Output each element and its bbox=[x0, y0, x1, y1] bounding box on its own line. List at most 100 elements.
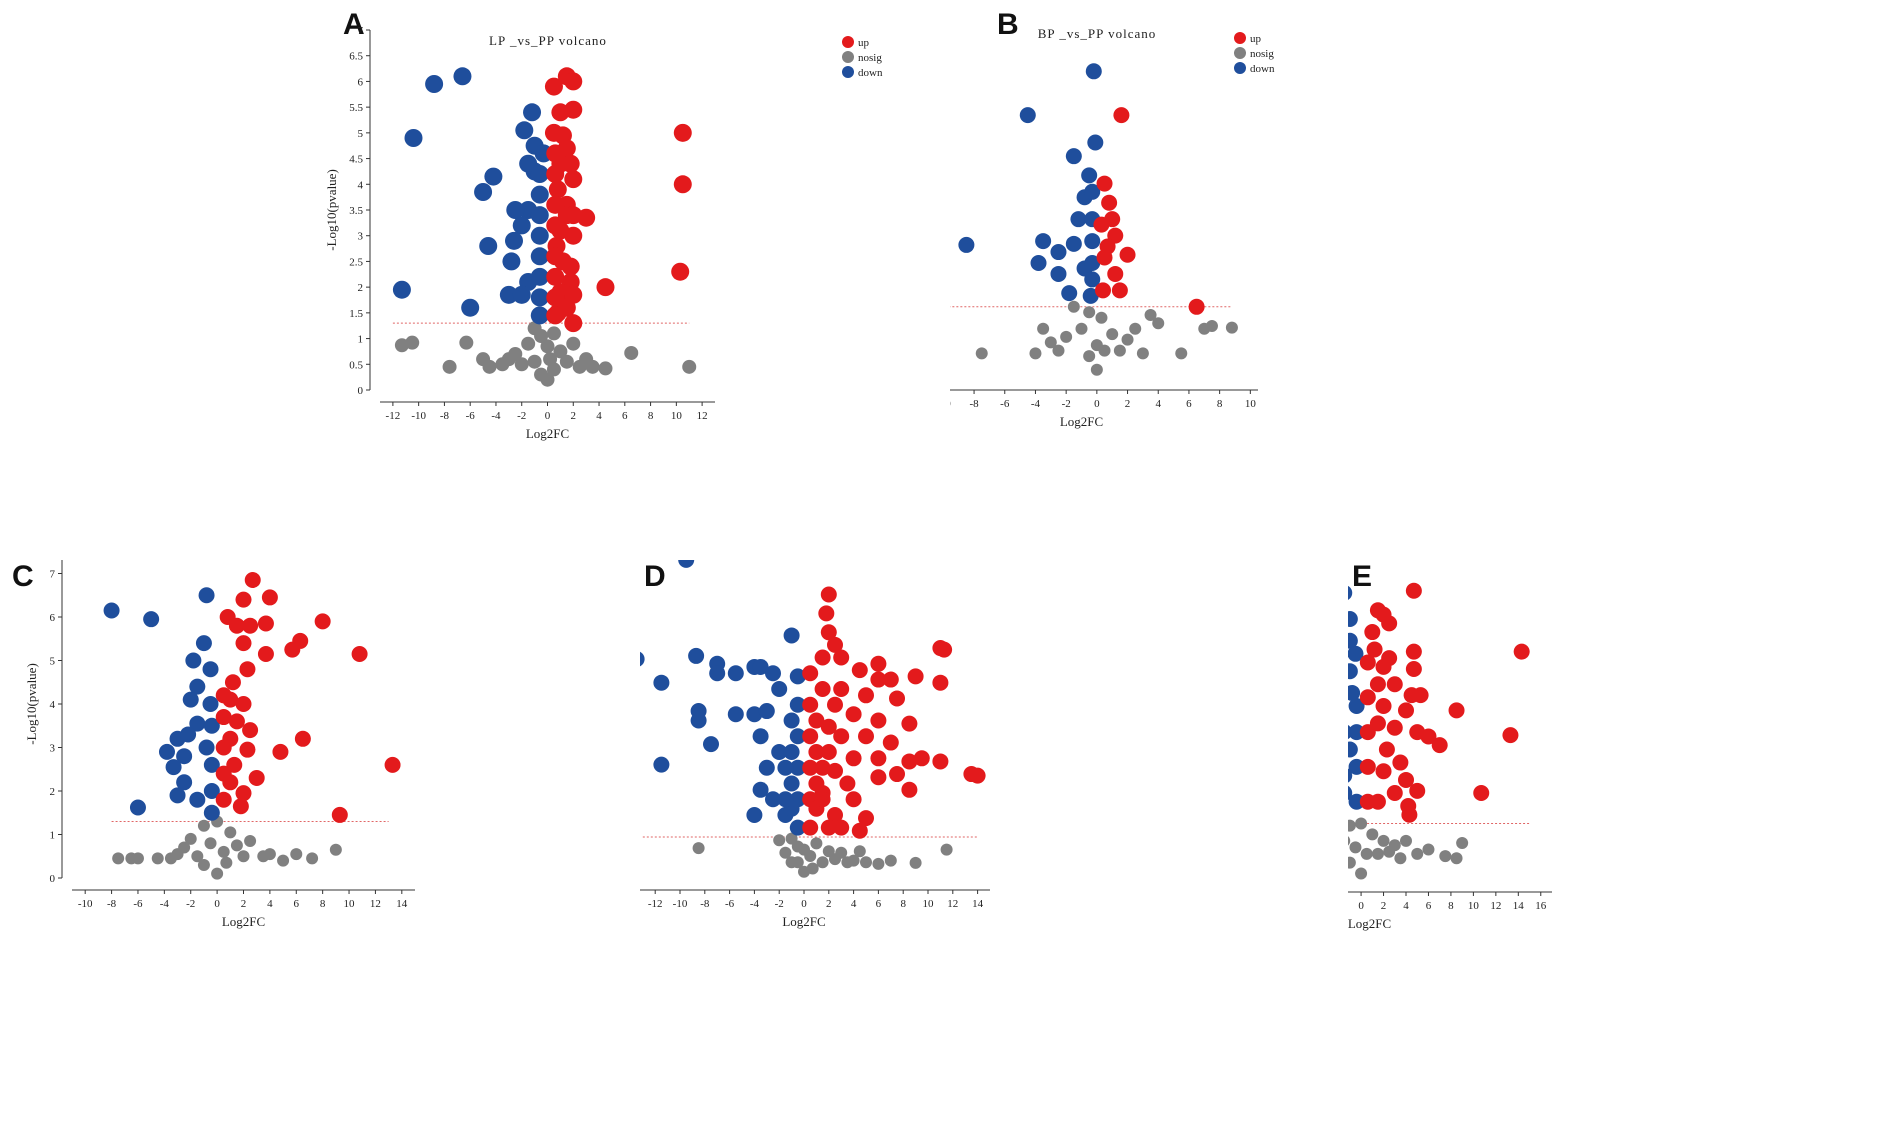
data-point-nosig bbox=[244, 835, 257, 848]
data-point-down bbox=[484, 167, 503, 186]
data-point-down bbox=[425, 75, 444, 93]
data-point-nosig bbox=[1121, 333, 1134, 346]
x-tick-label: -6 bbox=[133, 898, 143, 910]
data-point-up bbox=[546, 306, 565, 325]
data-point-up bbox=[261, 589, 278, 606]
x-tick-label: -4 bbox=[1031, 398, 1041, 410]
data-point-down bbox=[1348, 724, 1365, 741]
legend-swatch-nosig bbox=[1234, 47, 1246, 59]
data-point-down bbox=[189, 678, 206, 695]
data-point-nosig bbox=[1067, 300, 1080, 313]
x-tick-label: 10 bbox=[344, 898, 356, 910]
data-point-up bbox=[1094, 282, 1111, 299]
data-point-up bbox=[882, 734, 899, 751]
data-point-nosig bbox=[1422, 843, 1435, 856]
data-point-up bbox=[1188, 298, 1205, 315]
data-point-up bbox=[936, 641, 953, 658]
panel-letter: E bbox=[1352, 560, 1373, 593]
volcano-chart: 0 0.5 1 1.5 2 2.5 3 3.5 4 4.5 5 5.5 6 6.5 7 -12 -10 -8 -6 -… bbox=[324, 25, 883, 441]
x-tick-label: 16 bbox=[1535, 900, 1547, 912]
legend-swatch-down bbox=[842, 66, 854, 78]
data-point-down bbox=[765, 791, 781, 808]
data-point-down bbox=[474, 183, 493, 201]
data-point-down bbox=[165, 759, 182, 776]
data-point-down bbox=[789, 668, 806, 685]
x-tick-label: 2 bbox=[571, 410, 577, 422]
data-point-down bbox=[1050, 265, 1067, 282]
data-point-up bbox=[294, 730, 311, 747]
x-tick-label: 0 bbox=[1094, 398, 1100, 410]
data-point-up bbox=[1101, 194, 1118, 211]
data-point-up bbox=[564, 100, 583, 119]
data-point-up bbox=[1119, 246, 1136, 263]
panel-letter: A bbox=[343, 8, 365, 41]
data-point-up bbox=[808, 744, 825, 760]
y-tick-label: 1 bbox=[358, 334, 364, 346]
data-point-nosig bbox=[482, 359, 497, 374]
data-point-up bbox=[596, 278, 615, 297]
data-point-nosig bbox=[1355, 867, 1368, 880]
y-tick-label: 5 bbox=[358, 128, 364, 140]
data-point-nosig bbox=[566, 336, 581, 351]
data-point-nosig bbox=[521, 336, 536, 351]
x-tick-label: 6 bbox=[1426, 900, 1432, 912]
x-tick-label: 6 bbox=[876, 898, 882, 910]
data-point-up bbox=[244, 572, 261, 589]
data-point-down bbox=[198, 739, 215, 756]
data-point-up bbox=[1405, 661, 1422, 678]
data-point-down bbox=[1084, 183, 1101, 200]
data-point-down bbox=[530, 306, 549, 325]
legend-swatch-up bbox=[1234, 32, 1246, 44]
data-point-nosig bbox=[1083, 350, 1096, 363]
x-tick-label: -6 bbox=[466, 410, 476, 422]
x-tick-label: -2 bbox=[1062, 398, 1071, 410]
data-point-nosig bbox=[184, 832, 197, 845]
data-point-down bbox=[203, 717, 220, 734]
data-point-nosig bbox=[1037, 322, 1050, 335]
x-tick-label: -6 bbox=[1000, 398, 1010, 410]
y-tick-label: 3.5 bbox=[349, 205, 363, 217]
data-point-down bbox=[1348, 698, 1365, 714]
data-point-up bbox=[546, 195, 565, 214]
data-point-up bbox=[235, 635, 252, 652]
data-point-nosig bbox=[277, 854, 290, 867]
data-point-up bbox=[1107, 265, 1124, 282]
data-point-down bbox=[1348, 663, 1358, 680]
data-point-up bbox=[1405, 643, 1422, 660]
x-tick-label: 14 bbox=[1513, 900, 1525, 912]
data-point-up bbox=[1111, 282, 1128, 299]
data-point-down bbox=[1348, 611, 1358, 627]
data-point-up bbox=[845, 706, 862, 723]
panel-letter: B bbox=[997, 8, 1019, 41]
data-point-nosig bbox=[1377, 834, 1390, 847]
data-point-up bbox=[802, 819, 819, 836]
plot-area: 012345678-10-8-6-4-202468101214Log2FC-Lo… bbox=[24, 560, 415, 929]
data-point-down bbox=[1065, 148, 1082, 165]
data-point-up bbox=[1369, 676, 1386, 693]
data-point-up bbox=[228, 713, 245, 730]
x-tick-label: 4 bbox=[267, 898, 273, 910]
data-point-down bbox=[203, 783, 220, 799]
data-point-down bbox=[1061, 285, 1078, 302]
panel-letter: D bbox=[644, 560, 666, 593]
data-point-nosig bbox=[329, 843, 342, 856]
data-point-up bbox=[802, 665, 819, 682]
data-point-nosig bbox=[816, 856, 829, 869]
data-point-up bbox=[1099, 238, 1116, 255]
data-point-down bbox=[1087, 134, 1104, 151]
x-tick-label: -10 bbox=[411, 410, 426, 422]
data-point-nosig bbox=[1106, 328, 1119, 341]
data-point-up bbox=[1359, 724, 1376, 741]
data-point-up bbox=[226, 756, 243, 773]
data-point-up bbox=[820, 718, 837, 735]
data-point-down bbox=[752, 658, 769, 675]
legend-label-down: down bbox=[1250, 63, 1275, 75]
legend: up nosig down bbox=[1234, 32, 1275, 75]
data-point-up bbox=[814, 649, 831, 666]
data-point-up bbox=[1392, 754, 1409, 771]
data-point-down bbox=[189, 715, 206, 732]
data-point-down bbox=[1084, 254, 1101, 271]
x-tick-label: 4 bbox=[851, 898, 857, 910]
data-point-down bbox=[1065, 235, 1082, 252]
data-point-nosig bbox=[191, 850, 204, 863]
